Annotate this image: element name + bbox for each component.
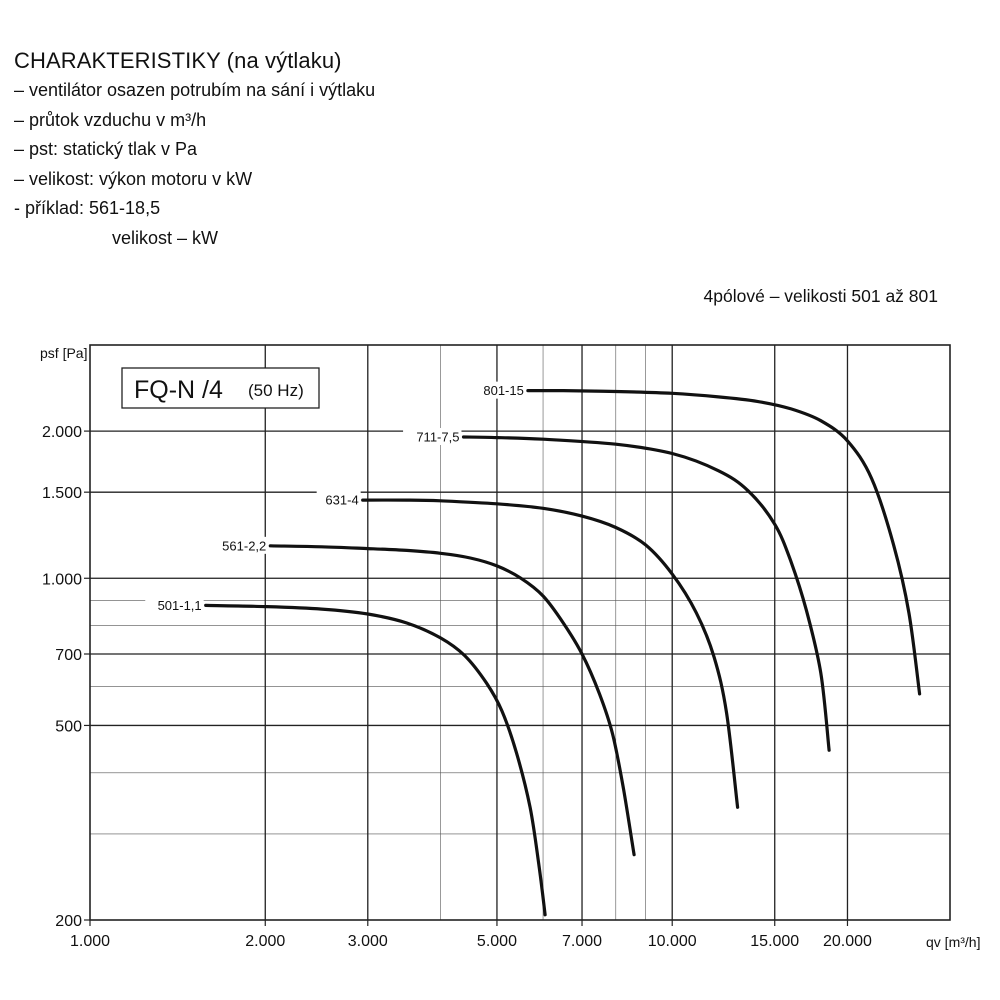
y-tick-label: 2.000 <box>42 424 82 441</box>
y-tick-label: 500 <box>55 718 82 735</box>
header-line-4: – velikost: výkon motoru v kW <box>14 168 253 189</box>
curve-label-bg <box>474 381 526 399</box>
curve-label-bg <box>145 596 204 614</box>
y-tick-label: 700 <box>55 647 82 664</box>
curve-label: 501-1,1 <box>158 598 202 613</box>
grid-major <box>90 345 950 920</box>
curve-631-4 <box>361 498 740 809</box>
page-title: CHARAKTERISTIKY (na výtlaku) <box>14 48 342 73</box>
curve-561-2,2 <box>268 544 636 857</box>
curve-label-bg <box>403 428 462 446</box>
x-tick-label: 15.000 <box>750 933 799 950</box>
curve-501-1,1 <box>204 603 547 917</box>
curves <box>204 388 922 917</box>
x-axis-ticks: 1.000 2.000 3.000 5.000 7.000 10.000 15.000 20.… <box>70 920 872 950</box>
x-tick-label: 3.000 <box>348 933 388 950</box>
x-axis-title: qv [m³/h] <box>926 934 980 950</box>
x-tick-label: 7.000 <box>562 933 602 950</box>
header-line-3: – pst: statický tlak v Pa <box>14 139 198 159</box>
chart-subtitle: 4pólové – velikosti 501 až 801 <box>703 286 938 306</box>
header-line-1: – ventilátor osazen potrubím na sání i v… <box>14 80 376 100</box>
curve-label: 561-2,2 <box>222 538 266 553</box>
model-frequency: (50 Hz) <box>248 381 304 400</box>
curve-label-bg <box>209 536 269 554</box>
curve-label: 711-7,5 <box>416 430 459 445</box>
y-tick-label: 1.500 <box>42 485 82 502</box>
curve-801-15 <box>526 388 922 696</box>
header-line-2: – průtok vzduchu v m³/h <box>14 109 207 130</box>
curve-label: 631-4 <box>325 493 358 508</box>
plot-frame <box>89 344 951 921</box>
curve-label: 801-15 <box>483 383 523 398</box>
model-name: FQ-N /4 <box>134 376 223 404</box>
header: CHARAKTERISTIKY (na výtlaku) – ventiláto… <box>14 46 375 253</box>
y-axis-title: psf [Pa] <box>40 345 87 361</box>
x-tick-label: 5.000 <box>477 933 517 950</box>
curve-labels: 501-1,1 561-2,2 631-4 711-7,5 801-15 <box>145 381 526 614</box>
y-tick-label: 1.000 <box>42 571 82 588</box>
y-axis-ticks: 200 500 700 1.000 1.500 2.000 <box>42 424 90 930</box>
model-box: FQ-N /4 (50 Hz) <box>121 367 320 409</box>
curve-label-bg <box>316 491 361 509</box>
x-tick-label: 2.000 <box>245 933 285 950</box>
x-tick-label: 1.000 <box>70 933 110 950</box>
x-tick-label: 10.000 <box>648 933 697 950</box>
y-tick-label: 200 <box>55 913 82 930</box>
header-line-5: - příklad: 561-18,5 <box>14 198 161 218</box>
curve-711-7,5 <box>461 435 831 752</box>
header-example-note: velikost – kW <box>112 227 219 248</box>
x-tick-label: 20.000 <box>823 933 872 950</box>
